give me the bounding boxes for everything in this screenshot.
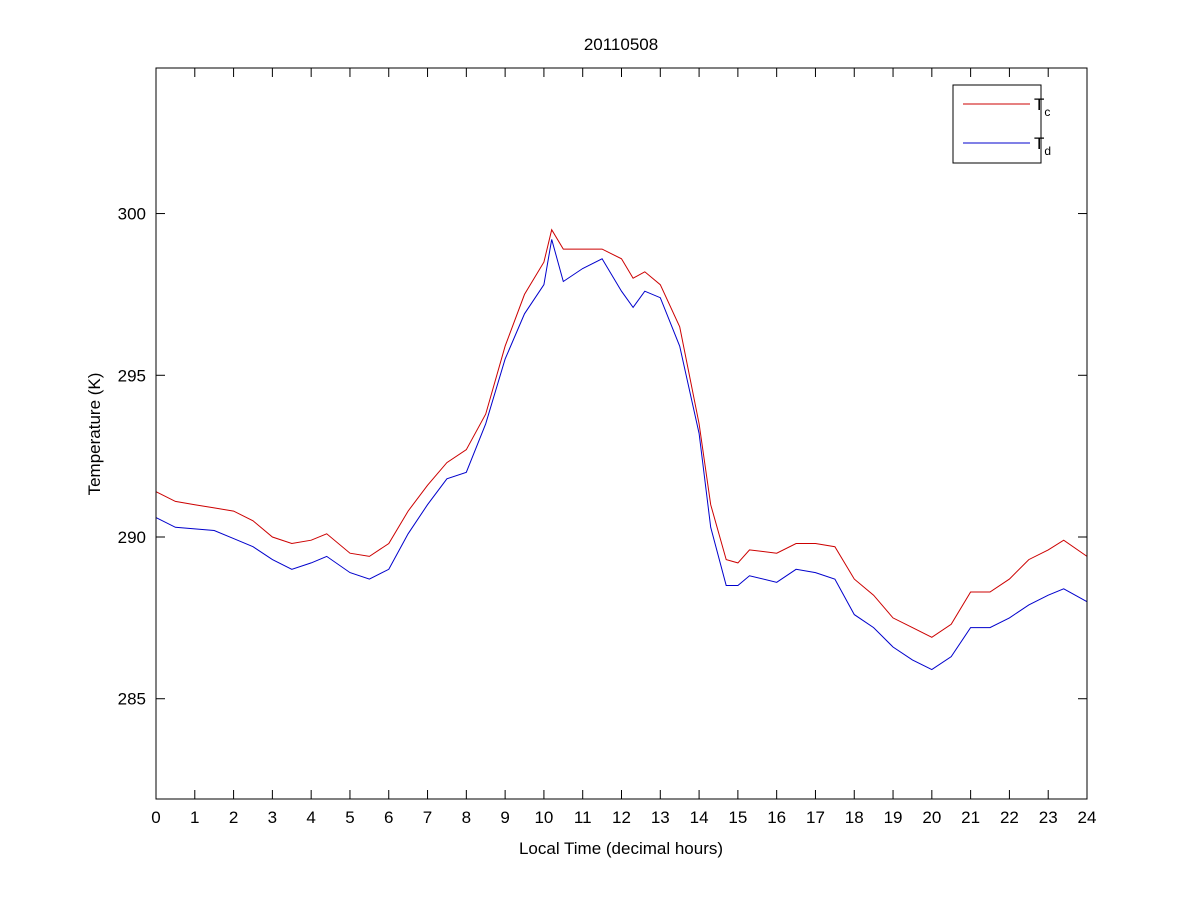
plot-area-frame: [155, 67, 1088, 800]
x-tick-label: 6: [384, 808, 393, 827]
x-tick-label: 23: [1039, 808, 1058, 827]
y-tick-label: 290: [118, 528, 146, 547]
legend: Tc Td: [952, 84, 1051, 164]
x-tick-label: 2: [229, 808, 238, 827]
x-tick-label: 1: [190, 808, 199, 827]
x-tick-label: 14: [690, 808, 709, 827]
x-tick-label: 22: [1000, 808, 1019, 827]
x-tick-label: 9: [500, 808, 509, 827]
y-tick-label: 300: [118, 205, 146, 224]
y-tick-label: 285: [118, 690, 146, 709]
x-tick-label: 10: [534, 808, 553, 827]
ticks-layer: 0 1 2 3 4 5 6 7 8 9 10 11 12 13 14 15 16 17 18 19 20 21 22 23 24…: [118, 68, 1097, 827]
x-tick-label: 8: [462, 808, 471, 827]
series-layer: [155, 228, 1088, 671]
y-tick-label: 295: [118, 366, 146, 385]
x-tick-label: 15: [728, 808, 747, 827]
x-tick-label: 18: [845, 808, 864, 827]
legend-label-tc: Tc: [1034, 95, 1050, 119]
x-tick-label: 0: [151, 808, 160, 827]
x-tick-label: 11: [574, 808, 592, 827]
x-tick-label: 12: [612, 808, 631, 827]
x-tick-label: 20: [922, 808, 941, 827]
x-tick-label: 21: [961, 808, 980, 827]
legend-box: [952, 84, 1042, 164]
series-line-td: [155, 239, 1088, 671]
x-tick-label: 7: [423, 808, 432, 827]
x-tick-label: 16: [767, 808, 786, 827]
chart-title: 20110508: [584, 35, 658, 54]
x-tick-label: 5: [345, 808, 354, 827]
y-axis-label: Temperature (K): [85, 373, 104, 496]
x-tick-label: 17: [806, 808, 825, 827]
series-line-tc: [155, 228, 1088, 638]
x-tick-label: 19: [884, 808, 903, 827]
x-tick-label: 13: [651, 808, 670, 827]
x-axis-label: Local Time (decimal hours): [519, 839, 723, 858]
x-tick-label: 24: [1078, 808, 1097, 827]
legend-label-td: Td: [1034, 134, 1051, 158]
x-tick-label: 3: [268, 808, 277, 827]
x-tick-label: 4: [306, 808, 315, 827]
